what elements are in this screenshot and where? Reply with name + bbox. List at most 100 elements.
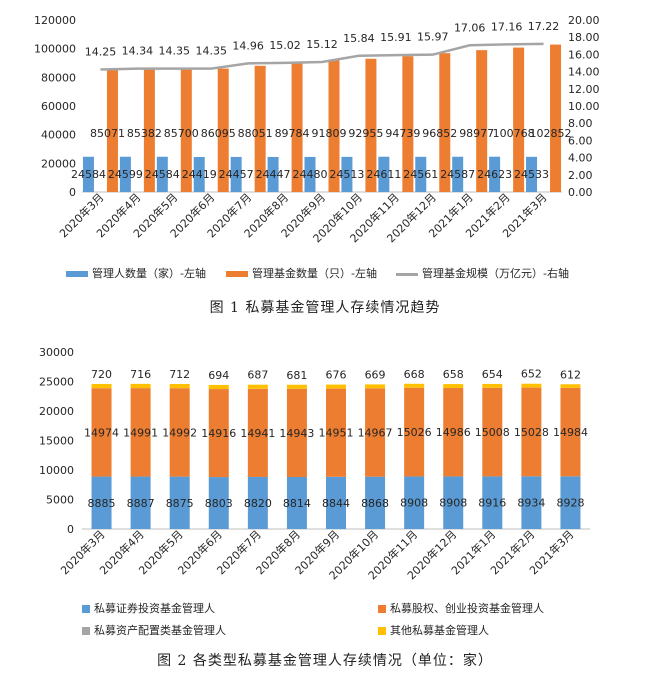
data-label-managers: 24587 [440, 168, 475, 181]
legend-item-other: 其他私募基金管理人 [378, 622, 489, 638]
bar-funds [217, 68, 229, 192]
data-label-other: 687 [247, 369, 268, 382]
data-label-equity: 14951 [319, 427, 354, 440]
bar-managers [267, 156, 279, 192]
bar-funds [402, 56, 414, 193]
data-label-securities: 8934 [517, 497, 545, 510]
legend-swatch-funds [226, 271, 248, 277]
bar-securities [365, 476, 386, 529]
legend-item-scale: 管理基金规模（万亿元）-右轴 [396, 265, 569, 281]
y-right-tick-label: 14.00 [568, 66, 600, 79]
y-left-tick-label: 80000 [41, 71, 76, 84]
data-label-scale: 14.25 [85, 45, 117, 58]
data-label-equity: 14986 [436, 426, 471, 439]
bar-equity [286, 388, 307, 477]
legend-swatch-equity [378, 605, 386, 613]
bar-managers [452, 156, 464, 192]
y-left-tick-label: 100000 [34, 43, 76, 56]
data-label-scale: 15.12 [306, 38, 338, 51]
y-tick-label: 30000 [39, 346, 74, 359]
bar-equity [130, 388, 151, 477]
data-label-other: 676 [326, 369, 347, 382]
data-label-other: 694 [208, 369, 229, 382]
data-label-other: 716 [130, 368, 151, 381]
bar-securities [560, 476, 581, 529]
y-right-tick-label: 2.00 [568, 169, 593, 182]
bar-securities [404, 476, 425, 529]
legend-swatch-scale [396, 272, 418, 276]
y-left-tick-label: 20000 [41, 157, 76, 170]
bar-managers [341, 156, 353, 192]
bar-equity [404, 387, 425, 477]
data-label-other: 720 [91, 368, 112, 381]
data-label-funds: 100768 [493, 127, 535, 140]
data-label-equity: 14974 [84, 426, 119, 439]
bar-other [560, 384, 581, 388]
data-label-funds: 89784 [275, 127, 310, 140]
data-label-scale: 14.96 [232, 39, 264, 52]
legend-item-asset-allocation: 私募资产配置类基金管理人 [82, 622, 226, 638]
bar-funds [143, 69, 155, 192]
bar-other [482, 383, 503, 388]
bar-managers [304, 156, 316, 192]
bar-securities [326, 476, 346, 529]
data-label-other: 681 [286, 369, 307, 382]
line-scale [100, 42, 544, 71]
data-label-managers: 24513 [329, 168, 364, 181]
data-label-equity: 14991 [123, 426, 158, 439]
data-label-funds: 94739 [385, 127, 420, 140]
data-label-securities: 8803 [205, 497, 233, 510]
data-label-funds: 98977 [459, 127, 494, 140]
data-label-managers: 24611 [366, 168, 401, 181]
legend-item-managers: 管理人数量（家）-左轴 [66, 265, 206, 281]
data-label-managers: 24480 [293, 168, 328, 181]
bar-equity [91, 388, 112, 477]
legend-swatch-securities [82, 605, 90, 613]
bar-managers [526, 156, 538, 192]
data-label-securities: 8844 [322, 497, 350, 510]
bar-equity [482, 387, 503, 477]
bar-securities [247, 476, 268, 529]
data-label-securities: 8908 [400, 497, 428, 510]
bar-other [404, 383, 425, 388]
legend-label-asset-allocation: 私募资产配置类基金管理人 [94, 624, 226, 637]
data-label-equity: 14941 [240, 427, 275, 440]
bar-funds [254, 65, 266, 192]
data-label-other: 652 [521, 368, 542, 381]
bar-equity [169, 388, 190, 477]
y-right-tick-label: 12.00 [568, 83, 600, 96]
legend-item-funds: 管理基金数量（只）-左轴 [226, 265, 377, 281]
y-left-tick-label: 60000 [41, 100, 76, 113]
y-right-tick-label: 6.00 [568, 134, 593, 147]
data-label-funds: 85071 [90, 127, 125, 140]
y-left-tick-label: 0 [69, 186, 76, 199]
bar-securities [208, 477, 229, 529]
data-label-scale: 15.02 [269, 39, 301, 52]
bar-funds [439, 53, 451, 192]
bar-other [247, 384, 268, 389]
bar-managers [415, 156, 427, 192]
bar-other [365, 384, 386, 389]
bar-other [521, 383, 542, 388]
data-label-managers: 24584 [71, 168, 106, 181]
data-label-funds: 91809 [312, 127, 347, 140]
bar-securities [482, 476, 503, 529]
bar-equity [443, 388, 464, 477]
y-tick-label: 20000 [39, 405, 74, 418]
y-right-tick-label: 8.00 [568, 117, 593, 130]
y-right-tick-label: 0.00 [568, 186, 593, 199]
data-label-other: 654 [482, 368, 503, 381]
bar-other [326, 384, 346, 389]
bar-funds [476, 50, 488, 192]
bar-equity [365, 388, 386, 477]
bar-securities [169, 476, 190, 529]
bar-equity [560, 387, 581, 477]
data-label-equity: 14916 [201, 427, 236, 440]
bar-managers [230, 156, 242, 192]
data-label-other: 612 [560, 368, 581, 381]
data-label-equity: 15026 [397, 426, 432, 439]
y-tick-label: 0 [67, 523, 74, 536]
data-label-managers: 24584 [145, 168, 180, 181]
data-label-equity: 15028 [514, 426, 549, 439]
bar-securities [130, 476, 151, 529]
